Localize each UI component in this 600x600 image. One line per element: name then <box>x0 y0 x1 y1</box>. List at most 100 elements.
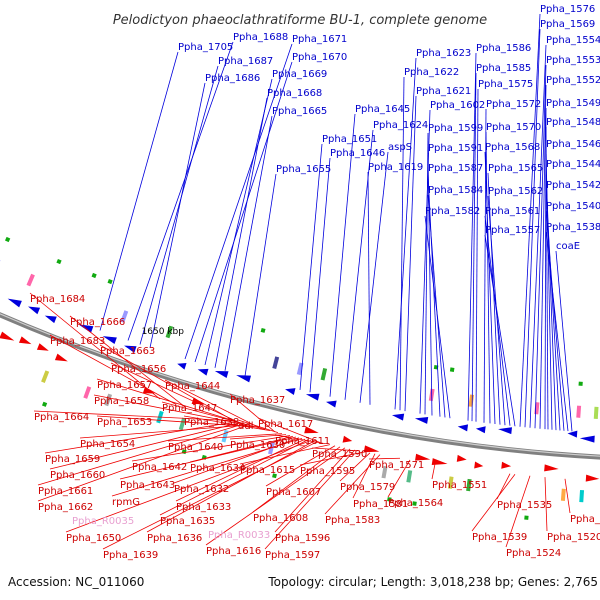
gene-label[interactable]: Ppha_1565 <box>488 163 543 174</box>
gene-label[interactable]: Ppha_1664 <box>34 412 89 423</box>
gene-label[interactable]: Ppha_1546 <box>546 139 600 150</box>
gene-label[interactable]: Ppha_1656 <box>111 364 166 375</box>
gene-label[interactable]: Ppha_1669 <box>272 69 327 80</box>
gene-label[interactable]: Ppha_1520 <box>547 532 600 543</box>
gene-label[interactable]: Ppha_1548 <box>546 117 600 128</box>
gene-label[interactable]: Ppha_1553 <box>546 55 600 66</box>
gene-label[interactable]: Ppha_1602 <box>430 100 485 111</box>
gene-label[interactable]: Ppha_1662 <box>38 502 93 513</box>
gene-label[interactable]: Ppha_1569 <box>540 19 595 30</box>
gene-label[interactable]: Ppha_1650 <box>66 533 121 544</box>
gene-label[interactable]: Ppha_1576 <box>540 4 595 15</box>
gene-label[interactable]: Ppha_1584 <box>428 185 483 196</box>
gene-label[interactable]: Ppha_1608 <box>253 513 308 524</box>
gene-label[interactable]: Ppha_1684 <box>30 294 85 305</box>
gene-label[interactable]: Ppha_1616 <box>206 546 261 557</box>
gene-label[interactable]: Ppha_1581 <box>353 499 408 510</box>
gene-label[interactable]: Ppha_1539 <box>472 532 527 543</box>
gene-label[interactable]: Ppha_1688 <box>233 32 288 43</box>
gene-label[interactable]: Ppha_1654 <box>80 439 135 450</box>
gene-label[interactable]: Ppha_1538 <box>546 222 600 233</box>
gene-label[interactable]: Ppha_1551 <box>432 480 487 491</box>
rna-label[interactable]: Ppha_R0033 <box>208 530 270 541</box>
gene-label[interactable]: Ppha_1670 <box>292 52 347 63</box>
gene-label[interactable]: Ppha_1597 <box>265 550 320 561</box>
gene-label[interactable]: Ppha_1671 <box>292 34 347 45</box>
gene-label[interactable]: Ppha_1579 <box>340 482 395 493</box>
gene-label[interactable]: Ppha_1668 <box>267 88 322 99</box>
gene-label[interactable]: Ppha_1544 <box>546 159 600 170</box>
gene-label[interactable]: Ppha_1665 <box>272 106 327 117</box>
gene-label[interactable]: Ppha_1607 <box>266 487 321 498</box>
gene-label[interactable]: Ppha_1647 <box>162 403 217 414</box>
gene-label[interactable]: Ppha_1595 <box>300 466 355 477</box>
gene-label[interactable]: Ppha_1590 <box>312 449 367 460</box>
gene-label[interactable]: Ppha_1564 <box>388 498 443 509</box>
gene-label[interactable]: aspS <box>388 142 412 153</box>
gene-label[interactable]: Ppha_1637 <box>230 395 285 406</box>
gene-label[interactable]: Ppha_1540 <box>546 201 600 212</box>
gene-label[interactable]: Ppha_1636 <box>147 533 202 544</box>
gene-label[interactable]: Ppha_1562 <box>488 186 543 197</box>
gene-label[interactable]: Ppha_1655 <box>276 164 331 175</box>
gene-label[interactable]: Ppha_1632 <box>174 484 229 495</box>
gene-label[interactable]: Ppha_1524 <box>506 548 561 559</box>
gene-label[interactable]: Ppha_1542 <box>546 180 600 191</box>
gene-label[interactable]: Ppha_1624 <box>373 120 428 131</box>
gene-label[interactable]: Ppha_1634 <box>190 463 245 474</box>
rna-label[interactable]: Ppha_R0035 <box>72 516 134 527</box>
gene-label[interactable]: Ppha_1561 <box>485 206 540 217</box>
gene-label[interactable]: Ppha_1535 <box>497 500 552 511</box>
gene-label[interactable]: Ppha_1633 <box>176 502 231 513</box>
gene-label[interactable]: Ppha_1549 <box>546 98 600 109</box>
gene-label[interactable]: Ppha_1686 <box>205 73 260 84</box>
gene-label[interactable]: Ppha_1638 <box>184 417 239 428</box>
gene-label[interactable]: Ppha_1554 <box>546 35 600 46</box>
gene-label[interactable]: Ppha_1645 <box>355 104 410 115</box>
gene-label[interactable]: coaE <box>556 241 580 252</box>
gene-label[interactable]: Ppha_1639 <box>103 550 158 561</box>
gene-label[interactable]: Ppha_1517 <box>570 514 600 525</box>
gene-label[interactable]: Ppha_1646 <box>330 148 385 159</box>
gene-label[interactable]: Ppha_1683 <box>50 336 105 347</box>
gene-label[interactable]: Ppha_1640 <box>168 442 223 453</box>
gene-label[interactable]: Ppha_1615 <box>240 465 295 476</box>
gene-label[interactable]: Ppha_1582 <box>425 206 480 217</box>
gene-label[interactable]: Ppha_1642 <box>132 462 187 473</box>
gene-label[interactable]: Ppha_1630 <box>230 440 285 451</box>
gene-label[interactable]: Ppha_1705 <box>178 42 233 53</box>
gene-label[interactable]: Ppha_1622 <box>404 67 459 78</box>
gene-label[interactable]: Ppha_1658 <box>94 396 149 407</box>
gene-label[interactable]: Ppha_1596 <box>275 533 330 544</box>
gene-label[interactable]: Ppha_1583 <box>325 515 380 526</box>
gene-label[interactable]: Ppha_1660 <box>50 470 105 481</box>
gene-label[interactable]: Ppha_1557 <box>485 225 540 236</box>
gene-label[interactable]: Ppha_1621 <box>416 86 471 97</box>
gene-label[interactable]: Ppha_1666 <box>70 317 125 328</box>
gene-label[interactable]: Ppha_1611 <box>275 436 330 447</box>
gene-label[interactable]: Ppha_1599 <box>428 123 483 134</box>
gene-label[interactable]: Ppha_1568 <box>485 142 540 153</box>
gene-label[interactable]: Ppha_1643 <box>120 480 175 491</box>
gene-label[interactable]: Ppha_1687 <box>218 56 273 67</box>
gene-label[interactable]: Ppha_1575 <box>478 79 533 90</box>
gene-label[interactable]: Ppha_1661 <box>38 486 93 497</box>
gene-label[interactable]: Ppha_1572 <box>486 99 541 110</box>
gene-label[interactable]: ddl <box>238 421 253 432</box>
gene-label[interactable]: Ppha_1663 <box>100 346 155 357</box>
gene-label[interactable]: Ppha_1653 <box>97 417 152 428</box>
gene-label[interactable]: Ppha_1570 <box>486 122 541 133</box>
gene-label[interactable]: Ppha_1644 <box>165 381 220 392</box>
gene-label[interactable]: Ppha_1587 <box>428 163 483 174</box>
gene-label[interactable]: Ppha_1619 <box>368 162 423 173</box>
gene-label[interactable]: Ppha_1571 <box>369 460 424 471</box>
gene-label[interactable]: Ppha_1585 <box>476 63 531 74</box>
gene-label[interactable]: Ppha_1552 <box>546 75 600 86</box>
gene-label[interactable]: Ppha_1635 <box>160 516 215 527</box>
gene-label[interactable]: Ppha_1659 <box>45 454 100 465</box>
gene-label[interactable]: Ppha_1617 <box>258 419 313 430</box>
gene-label[interactable]: rpmG <box>112 497 140 508</box>
gene-label[interactable]: Ppha_1591 <box>428 143 483 154</box>
gene-label[interactable]: Ppha_1657 <box>97 380 152 391</box>
gene-label[interactable]: Ppha_1651 <box>322 134 377 145</box>
